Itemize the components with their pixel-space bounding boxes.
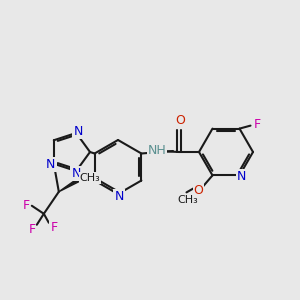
Text: N: N xyxy=(114,190,124,202)
Text: O: O xyxy=(194,184,203,197)
Text: F: F xyxy=(28,223,35,236)
Text: F: F xyxy=(254,118,261,131)
Polygon shape xyxy=(59,178,80,192)
Text: NH: NH xyxy=(148,143,166,157)
Text: F: F xyxy=(22,199,29,212)
Text: CH₃: CH₃ xyxy=(177,195,198,206)
Text: N: N xyxy=(74,125,83,139)
Text: O: O xyxy=(175,115,185,128)
Text: F: F xyxy=(50,221,57,234)
Text: N: N xyxy=(71,167,81,179)
Text: N: N xyxy=(237,170,246,183)
Text: N: N xyxy=(46,158,56,171)
Text: CH₃: CH₃ xyxy=(80,173,100,183)
